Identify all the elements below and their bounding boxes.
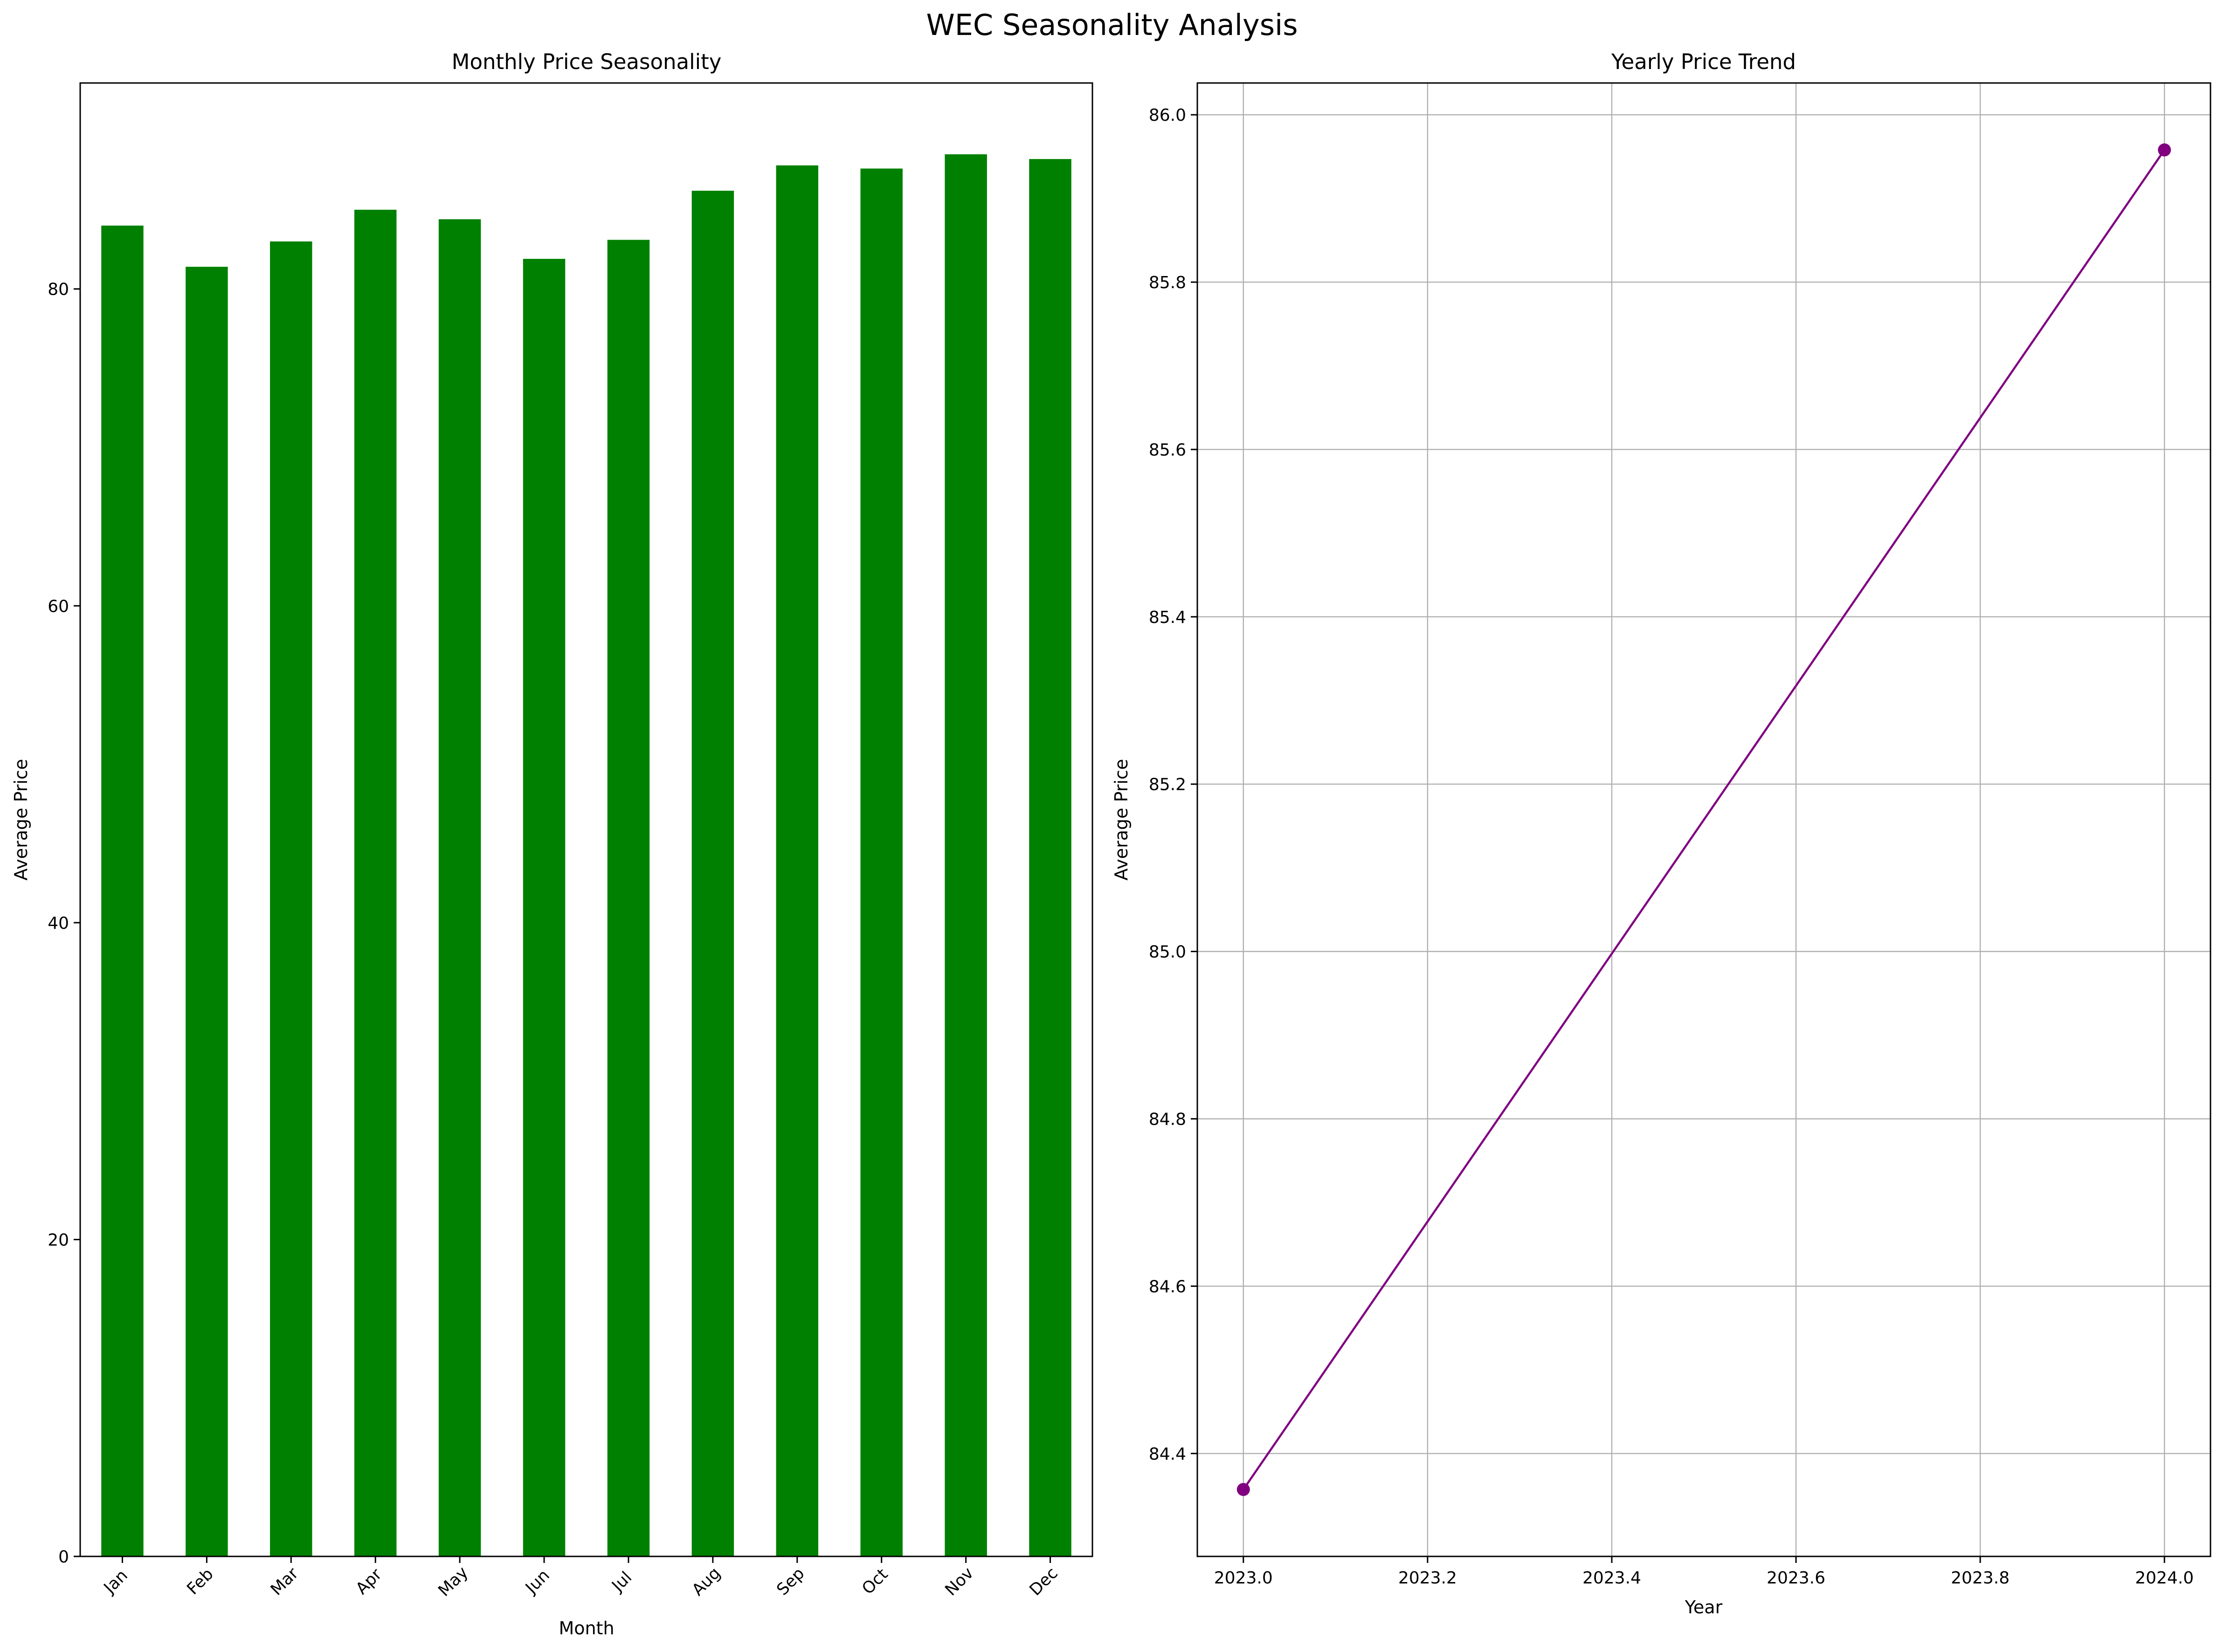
y-tick-label-85.2: 85.2 — [1149, 775, 1186, 795]
y-tick-label-60: 60 — [48, 597, 69, 616]
bar-chart-title: Monthly Price Seasonality — [452, 49, 722, 74]
y-tick-label-85.0: 85.0 — [1149, 943, 1186, 962]
x-tick-label-2023.0: 2023.0 — [1214, 1569, 1273, 1588]
data-point-0 — [1236, 1483, 1250, 1496]
yearly-price-line — [1242, 149, 2166, 1490]
x-tick-label-2023.6: 2023.6 — [1767, 1569, 1825, 1588]
y-tick-label-84.8: 84.8 — [1149, 1110, 1186, 1129]
line-chart-frame — [1196, 82, 2211, 1557]
data-point-1 — [2158, 143, 2171, 157]
bar-dec — [1029, 159, 1071, 1557]
bar-nov — [945, 154, 987, 1556]
bar-chart-ylabel: Average Price — [11, 759, 31, 881]
y-tick-label-80: 80 — [48, 280, 69, 299]
bar-chart-frame — [79, 82, 1093, 1557]
bar-mar — [270, 241, 312, 1557]
bar-jan — [101, 225, 144, 1557]
bar-jul — [607, 240, 650, 1556]
bar-sep — [776, 165, 819, 1556]
line-chart-xlabel: Year — [1685, 1597, 1723, 1617]
bar-feb — [186, 267, 228, 1557]
x-tick-label-2023.2: 2023.2 — [1398, 1569, 1457, 1588]
x-tick-label-2023.8: 2023.8 — [1951, 1569, 2010, 1588]
bar-jun — [523, 259, 566, 1556]
x-tick-label-2023.4: 2023.4 — [1582, 1569, 1641, 1588]
y-tick-label-84.4: 84.4 — [1149, 1445, 1186, 1464]
y-tick-label-40: 40 — [48, 914, 69, 933]
bar-may — [438, 219, 481, 1556]
x-tick-label-2024.0: 2024.0 — [2135, 1569, 2194, 1588]
bar-aug — [691, 191, 734, 1557]
bar-chart-panel: Monthly Price Seasonality Jan Feb Mar Apr Ma… — [11, 49, 1093, 1638]
y-tick-label-85.4: 85.4 — [1149, 608, 1186, 627]
bar-oct — [860, 168, 903, 1556]
line-chart-title: Yearly Price Trend — [1611, 49, 1796, 74]
line-chart-ylabel: Average Price — [1111, 759, 1132, 881]
y-tick-label-0: 0 — [58, 1548, 69, 1567]
figure-suptitle: WEC Seasonality Analysis — [926, 8, 1298, 42]
bar-apr — [354, 209, 397, 1557]
bar-chart-xlabel: Month — [559, 1618, 614, 1638]
y-tick-label-20: 20 — [48, 1230, 69, 1250]
bar-chart-plot-area: Jan Feb Mar Apr May Jun Jul Aug Sep Oct Nov Dec0204… — [48, 82, 1093, 1600]
line-chart-plot-area: 2023.0 2023.2 2023.4 2023.6 2023.8 2024.0 84.4… — [1149, 82, 2211, 1588]
y-tick-label-85.8: 85.8 — [1149, 273, 1186, 292]
line-chart-panel: Yearly Price Trend 2023.0 2023.2 2023.4 202… — [1111, 49, 2211, 1617]
y-tick-label-86.0: 86.0 — [1149, 106, 1186, 125]
y-tick-label-84.6: 84.6 — [1149, 1277, 1186, 1296]
y-tick-label-85.6: 85.6 — [1149, 441, 1186, 460]
